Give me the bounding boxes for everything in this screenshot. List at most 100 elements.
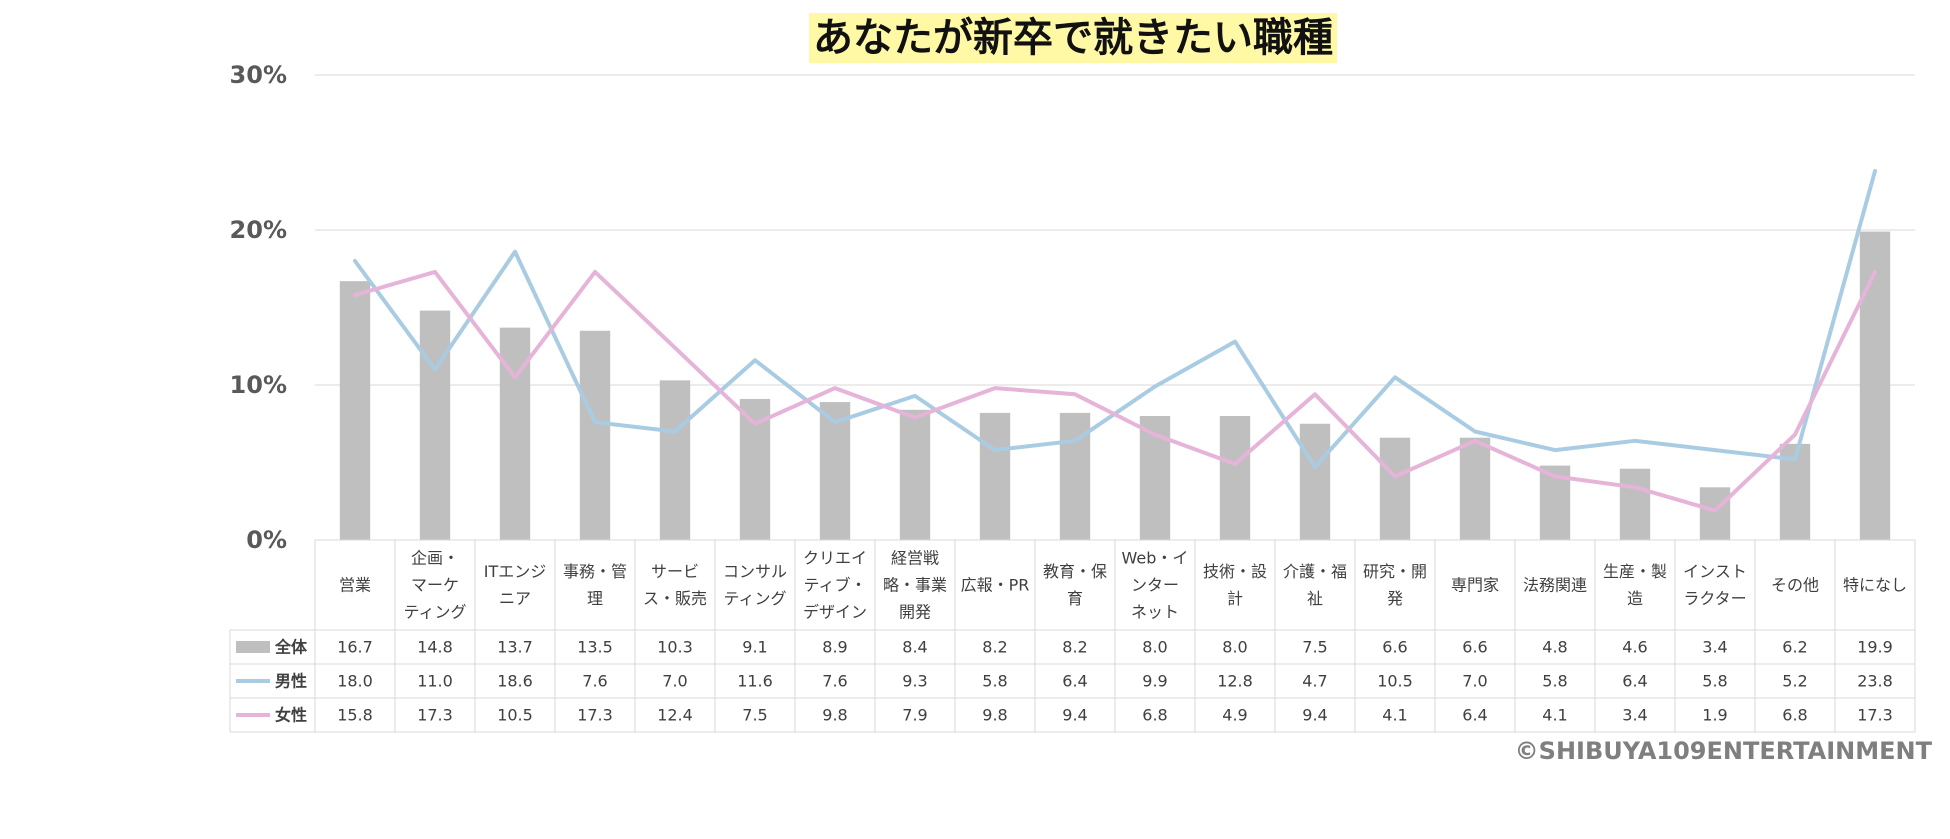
category-label: 法務関連 [1523,576,1587,595]
data-label: 12.8 [1217,672,1253,691]
y-tick-label: 20% [230,216,287,244]
data-label: 8.4 [902,638,927,657]
category-label-line: 専門家 [1451,576,1499,595]
category-label-line: インスト [1683,562,1747,581]
category-label-line: ITエンジ [484,562,547,581]
category-label: 教育・保育 [1043,562,1107,608]
data-label: 3.4 [1702,638,1727,657]
data-label: 18.0 [337,672,373,691]
data-label: 11.0 [417,672,453,691]
category-label-line: ンター [1131,576,1179,595]
category-label: 介護・福祉 [1283,562,1347,608]
data-label: 23.8 [1857,672,1893,691]
data-label: 9.9 [1142,672,1167,691]
data-label: 4.1 [1542,706,1567,725]
bar [1460,438,1490,540]
category-label: サービス・販売 [643,562,707,608]
category-label-line: 営業 [339,576,371,595]
data-label: 10.3 [657,638,693,657]
legend-label: 全体 [274,638,308,657]
category-label-line: 企画・ [411,549,459,568]
category-label-line: ラクター [1683,589,1746,608]
y-tick-label: 30% [230,61,287,89]
data-label: 5.2 [1782,672,1807,691]
data-label: 4.7 [1302,672,1327,691]
data-label: 19.9 [1857,638,1893,657]
data-label: 16.7 [337,638,373,657]
category-label-line: マーケ [411,576,459,595]
data-label: 6.4 [1622,672,1647,691]
category-label-line: 計 [1227,589,1243,608]
category-label: 営業 [339,576,371,595]
data-label: 4.8 [1542,638,1567,657]
bar [900,410,930,540]
bar [1220,416,1250,540]
y-tick-label: 0% [246,526,287,554]
data-label: 7.6 [822,672,847,691]
data-label: 8.2 [1062,638,1087,657]
data-label: 9.1 [742,638,767,657]
data-label: 13.5 [577,638,613,657]
data-label: 7.5 [1302,638,1327,657]
category-label-line: ティング [723,589,786,608]
data-label: 5.8 [1542,672,1567,691]
data-label: 17.3 [1857,706,1893,725]
category-label-line: ティブ・ [803,576,866,595]
data-label: 6.8 [1782,706,1807,725]
data-label: 4.6 [1622,638,1647,657]
data-label: 8.2 [982,638,1007,657]
category-label: その他 [1771,576,1819,595]
category-label: 技術・設計 [1203,562,1267,608]
category-label-line: ス・販売 [643,589,707,608]
data-label: 9.3 [902,672,927,691]
category-label: 企画・マーケティング [403,549,466,622]
data-label: 10.5 [1377,672,1413,691]
category-label: インストラクター [1683,562,1747,608]
category-label-line: その他 [1771,576,1819,595]
category-label-line: 開発 [899,603,931,622]
category-label: 経営戦略・事業開発 [883,549,947,622]
category-label-line: 法務関連 [1523,576,1587,595]
data-label: 4.9 [1222,706,1247,725]
data-label: 18.6 [497,672,533,691]
category-label-line: 生産・製 [1603,562,1667,581]
category-label: 専門家 [1451,576,1499,595]
bar [580,331,610,540]
bar [1380,438,1410,540]
category-label: 事務・管理 [563,562,627,608]
category-label-line: デザイン [803,603,867,622]
data-label: 9.4 [1062,706,1087,725]
data-label: 6.4 [1062,672,1087,691]
category-label-line: 技術・設 [1203,562,1267,581]
data-label: 8.9 [822,638,847,657]
category-label-line: 祉 [1307,589,1323,608]
data-label: 8.0 [1222,638,1247,657]
category-label-line: サービ [651,562,699,581]
category-label-line: Web・イ [1122,549,1189,568]
data-label: 8.0 [1142,638,1167,657]
category-label: 研究・開発 [1363,562,1427,608]
copyright-text: ©SHIBUYA109ENTERTAINMENT [1515,737,1933,765]
category-label-line: 広報・PR [961,576,1030,595]
data-label: 10.5 [497,706,533,725]
bar [660,380,690,540]
category-label-line: 育 [1067,589,1083,608]
category-label: 生産・製造 [1603,562,1667,608]
category-label-line: 特になし [1843,576,1907,595]
category-label-line: コンサル [723,562,787,581]
legend-label: 女性 [275,706,307,725]
category-label-line: 理 [587,589,603,608]
data-label: 7.6 [582,672,607,691]
data-label: 6.4 [1462,706,1487,725]
data-label: 6.2 [1782,638,1807,657]
category-label-line: 事務・管 [563,562,627,581]
data-label: 7.5 [742,706,767,725]
bar [500,328,530,540]
y-tick-label: 10% [230,371,287,399]
data-label: 7.0 [1462,672,1487,691]
bar [340,281,370,540]
data-label: 7.0 [662,672,687,691]
category-label-line: 介護・福 [1283,562,1347,581]
